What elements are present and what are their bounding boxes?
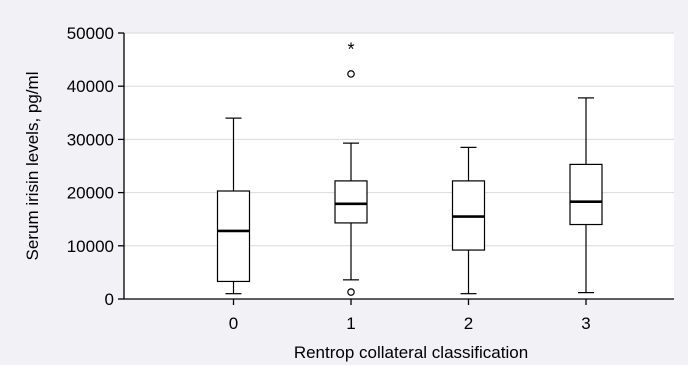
y-tick-label: 30000 xyxy=(67,130,114,149)
y-tick-label: 20000 xyxy=(67,184,114,203)
extreme-point: * xyxy=(347,39,354,59)
box-group: * xyxy=(334,39,368,296)
boxes: * xyxy=(216,39,603,296)
y-tick-label: 0 xyxy=(105,290,114,309)
gridlines xyxy=(124,32,674,247)
outlier-point xyxy=(347,70,355,78)
box-iqr xyxy=(216,190,251,283)
box-group xyxy=(216,117,251,295)
y-tick-label: 40000 xyxy=(67,77,114,96)
x-tick-label: 3 xyxy=(581,314,590,333)
outlier-point xyxy=(347,288,355,296)
x-tick-label: 1 xyxy=(346,314,355,333)
box-group xyxy=(569,97,603,294)
box-iqr xyxy=(569,163,603,226)
axes: 0 10000 20000 30000 40000 50000 0 1 2 3 xyxy=(67,24,674,333)
box-group xyxy=(451,146,486,295)
y-axis-title: Serum irisin levels, pg/ml xyxy=(23,72,42,261)
x-tick-label: 2 xyxy=(464,314,473,333)
y-tick-label: 50000 xyxy=(67,24,114,43)
x-axis-title: Rentrop collateral classification xyxy=(294,343,528,362)
y-tick-label: 10000 xyxy=(67,237,114,256)
box-iqr xyxy=(334,180,368,224)
x-tick-label: 0 xyxy=(229,314,238,333)
